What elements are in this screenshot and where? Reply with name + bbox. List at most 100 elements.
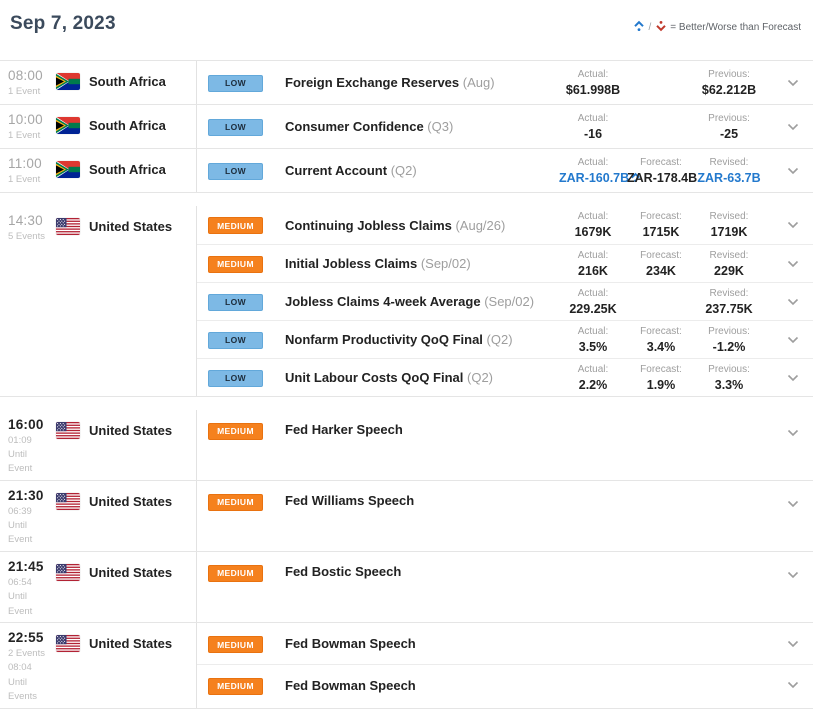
value-slot: Actual: 216K (559, 250, 627, 278)
chevron-down-icon (787, 424, 799, 442)
event-qualifier: (Q2) (390, 163, 417, 178)
expand-row-button[interactable] (765, 635, 813, 653)
value-slot: Previous: -1.2% (695, 326, 763, 354)
importance-badge-col: LOW (197, 330, 281, 349)
value-number: ZAR-178.4B (627, 170, 698, 185)
event-row[interactable]: MEDIUM Fed Bostic Speech (197, 552, 813, 609)
importance-badge: LOW (208, 369, 263, 387)
value-slot: Actual: 2.2% (559, 364, 627, 392)
event-row[interactable]: MEDIUM Fed Williams Speech (197, 481, 813, 538)
event-row[interactable]: MEDIUM Initial Jobless Claims (Sep/02) Act… (197, 244, 813, 282)
value-label: Forecast: (640, 325, 682, 337)
event-row[interactable]: LOW Consumer Confidence (Q3) Actual: -16 Pre… (197, 105, 813, 148)
time-sub-label: Events (8, 691, 38, 702)
importance-badge: MEDIUM (208, 422, 263, 440)
expand-row-button[interactable] (765, 118, 813, 136)
importance-badge: LOW (208, 118, 263, 136)
event-group: 14:30 5 Events United States MEDIUM Continui… (0, 206, 813, 397)
value-slot: Actual: 229.25K (559, 288, 627, 316)
value-label: Previous: (708, 325, 750, 337)
event-name: Foreign Exchange Reserves (Aug) (285, 75, 495, 90)
expand-row-button[interactable] (765, 293, 813, 311)
worse-than-forecast-icon (655, 20, 667, 35)
expand-row-button[interactable] (765, 566, 813, 584)
time-sub-label: Event (8, 463, 33, 475)
time-sub-label: Until (8, 676, 28, 688)
event-row[interactable]: MEDIUM Fed Harker Speech (197, 410, 813, 467)
value-slot: Forecast: 1.9% (627, 364, 695, 392)
chevron-down-icon (787, 216, 799, 234)
south-africa-flag-icon (56, 161, 80, 178)
time-sub-label: 06:39 (8, 505, 32, 517)
country-name: South Africa (89, 74, 166, 89)
event-row[interactable]: MEDIUM Fed Bowman Speech (197, 623, 813, 664)
event-row[interactable]: LOW Unit Labour Costs QoQ Final (Q2) Actua… (197, 358, 813, 396)
time-sub-label: Event (8, 534, 33, 546)
importance-badge: MEDIUM (208, 564, 263, 582)
event-row[interactable]: LOW Nonfarm Productivity QoQ Final (Q2) Ac… (197, 320, 813, 358)
expand-row-button[interactable] (765, 495, 813, 513)
event-name: Consumer Confidence (Q3) (285, 119, 454, 134)
expand-row-button[interactable] (765, 424, 813, 442)
event-time: 08:00 (8, 68, 43, 83)
events-panel: LOW Foreign Exchange Reserves (Aug) Actual… (196, 61, 813, 104)
importance-badge-col: MEDIUM (197, 254, 281, 273)
event-group: 10:00 1 Event South Africa LOW Consumer Conf… (0, 105, 813, 149)
value-slot: Previous: -25 (695, 113, 763, 141)
value-label: Actual: (577, 249, 609, 261)
expand-row-button[interactable] (765, 255, 813, 273)
united-states-flag-icon (56, 564, 80, 582)
time-sub-label: Until (8, 591, 28, 603)
event-row[interactable]: MEDIUM Continuing Jobless Claims (Aug/26)… (197, 206, 813, 244)
value-label: Revised: (709, 156, 749, 168)
event-values: Actual: 3.5% Forecast: 3.4% Previous: -1.2% (559, 326, 765, 354)
value-slot-empty (627, 113, 695, 141)
expand-row-button[interactable] (765, 369, 813, 387)
expand-row-button[interactable] (765, 162, 813, 180)
event-values: Actual: 229.25K Revised: 237.75K (559, 288, 765, 316)
value-label: Forecast: (640, 249, 682, 261)
importance-badge-col: LOW (197, 161, 281, 180)
importance-badge-col: MEDIUM (197, 676, 281, 695)
importance-badge-col: MEDIUM (197, 421, 281, 440)
event-row[interactable]: MEDIUM Fed Bowman Speech (197, 664, 813, 705)
chevron-down-icon (787, 74, 799, 92)
value-label: Revised: (709, 287, 749, 299)
expand-row-button[interactable] (765, 216, 813, 234)
time-sub-label: Until (8, 448, 28, 460)
event-time: 21:45 (8, 559, 44, 575)
event-row[interactable]: LOW Jobless Claims 4-week Average (Sep/02… (197, 282, 813, 320)
value-number: ZAR-63.7B (697, 170, 761, 185)
importance-badge-col: LOW (197, 292, 281, 311)
expand-row-button[interactable] (765, 74, 813, 92)
event-name: Unit Labour Costs QoQ Final (Q2) (285, 370, 493, 385)
time-sub-label: 1 Event (8, 173, 41, 185)
country-name: United States (89, 636, 173, 652)
importance-badge-col: MEDIUM (197, 492, 281, 511)
value-number: 1.9% (646, 377, 676, 392)
value-slot: Actual: $61.998B (559, 69, 627, 97)
event-time: 16:00 (8, 417, 44, 432)
event-name: Initial Jobless Claims (Sep/02) (285, 256, 471, 271)
event-name: Fed Bowman Speech (285, 636, 416, 652)
country-cell: United States (56, 481, 196, 551)
value-label: Previous: (708, 68, 750, 80)
event-group: 08:00 1 Event South Africa LOW Foreign Excha… (0, 61, 813, 105)
value-number: $62.212B (701, 82, 757, 97)
event-row[interactable]: LOW Current Account (Q2) Actual: ZAR-160.7B… (197, 149, 813, 192)
country-cell: South Africa (56, 105, 196, 148)
event-name: Current Account (Q2) (285, 163, 417, 178)
legend-label: = Better/Worse than Forecast (670, 22, 801, 33)
better-than-forecast-icon (633, 20, 645, 35)
event-row[interactable]: LOW Foreign Exchange Reserves (Aug) Actual… (197, 61, 813, 104)
expand-row-button[interactable] (765, 676, 813, 694)
value-number: 3.5% (578, 339, 608, 354)
chevron-down-icon (787, 566, 799, 584)
value-slot: Revised: 237.75K (695, 288, 763, 316)
events-panel: MEDIUM Fed Williams Speech (196, 481, 813, 552)
value-label: Forecast: (640, 156, 682, 168)
importance-badge: LOW (208, 162, 263, 180)
importance-badge-col: MEDIUM (197, 635, 281, 654)
expand-row-button[interactable] (765, 331, 813, 349)
value-label: Actual: (577, 363, 609, 375)
